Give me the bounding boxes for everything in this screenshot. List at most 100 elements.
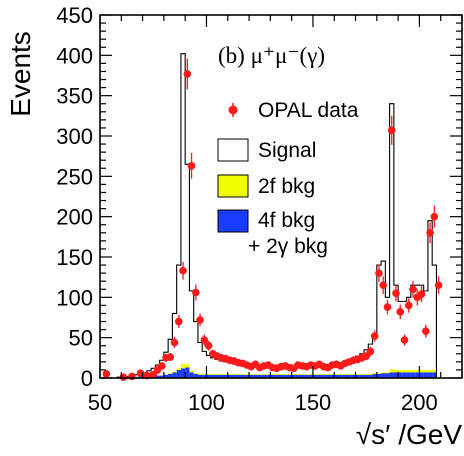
bkg-2f-bar: [253, 373, 258, 375]
data-point: [187, 162, 196, 170]
bkg-4f-bar: [321, 374, 326, 378]
bkg-4f-bar: [342, 374, 348, 378]
bkg-2f-bar: [329, 373, 335, 375]
y-axis-title: Events: [5, 31, 36, 117]
y-tick-label: 0: [81, 366, 93, 391]
bkg-2f-bar: [381, 372, 386, 374]
bkg-4f-bar: [295, 374, 301, 378]
bkg-2f-bar: [206, 373, 211, 375]
bkg-2f-bar: [227, 373, 233, 375]
y-tick-label: 250: [56, 164, 93, 189]
y-tick-label: 450: [56, 3, 93, 28]
bkg-2f-bar: [419, 369, 424, 373]
bkg-2f-bar: [321, 373, 326, 375]
bkg-2f-bar: [338, 373, 343, 375]
data-point: [430, 212, 439, 221]
bkg-2f-bar: [168, 373, 173, 374]
bkg-2f-bar: [415, 369, 420, 373]
data-point: [196, 316, 204, 324]
bkg-2f-bar: [312, 373, 318, 375]
bkg-2f-bar: [223, 373, 228, 375]
data-point: [375, 269, 383, 277]
y-tick-label: 350: [56, 84, 93, 109]
bkg-4f-bar: [351, 374, 356, 378]
bkg-2f-bar: [287, 373, 292, 375]
data-point: [183, 70, 192, 78]
bkg-4f-bar: [210, 374, 215, 378]
bkg-4f-bar: [249, 374, 254, 378]
plot-frame: [99, 14, 463, 379]
bkg-2f-bar: [368, 373, 373, 375]
bkg-2f-bar: [372, 373, 377, 374]
bkg-2f-bar: [176, 368, 181, 370]
bkg-4f-bar: [159, 375, 164, 378]
bkg-4f-bar: [300, 374, 305, 378]
bkg-4f-bar: [419, 372, 424, 378]
bkg-2f-bar: [402, 369, 407, 373]
bkg-2f-bar: [325, 373, 330, 375]
bkg-2f-bar: [355, 373, 360, 375]
legend-label-4f-line2: + 2γ bkg: [248, 235, 328, 258]
bkg-4f-bar: [402, 372, 407, 378]
bkg-2f-bar: [359, 373, 365, 375]
bkg-4f-bar: [406, 372, 411, 378]
bkg-2f-bar: [189, 370, 194, 373]
y-tick-label: 300: [56, 124, 93, 149]
bkg-2f-bar: [257, 373, 262, 375]
bkg-4f-bar: [423, 372, 428, 378]
bkg-4f-bar: [385, 373, 390, 378]
x-tick-label: 50: [88, 390, 112, 415]
bkg-2f-bar: [244, 373, 250, 375]
bkg-2f-bar: [236, 373, 241, 375]
bkg-2f-bar: [210, 373, 215, 375]
bkg-2f-bar: [393, 369, 399, 373]
bkg-2f-bar: [410, 369, 416, 373]
legend: OPAL data Signal 2f bkg 4f bkg + 2γ bkg: [217, 99, 359, 258]
bkg-4f-bar: [266, 374, 271, 378]
bkg-4f-bar: [270, 374, 275, 378]
bkg-4f-bar: [410, 372, 416, 378]
bkg-4f-bar: [376, 373, 382, 378]
bkg-4f-bar: [232, 374, 237, 378]
bkg-2f-bar: [406, 369, 411, 373]
data-point: [179, 266, 187, 275]
y-tick-label: 200: [56, 205, 93, 230]
x-tick-label: 150: [295, 390, 332, 415]
bkg-4f-bar: [368, 374, 373, 378]
bkg-4f-bar: [427, 372, 433, 378]
bkg-4f-bar: [278, 374, 284, 378]
bkg-2f-bar: [291, 373, 296, 375]
bkg-2f-bar: [283, 373, 288, 375]
bkg-4f-bar: [393, 372, 399, 378]
bkg-4f-bar: [364, 374, 369, 378]
bkg-2f-bar: [270, 373, 275, 375]
legend-4f-swatch: [217, 209, 249, 233]
data-point: [370, 332, 379, 340]
bkg-4f-bar: [253, 374, 258, 378]
data-point: [366, 347, 375, 356]
bkg-4f-bar: [308, 374, 313, 378]
legend-label-2f: 2f bkg: [258, 175, 315, 198]
bkg-4f-bar: [206, 374, 211, 378]
bkg-4f-bar: [176, 369, 181, 378]
bkg-4f-bar: [381, 373, 386, 378]
data-point: [392, 289, 400, 298]
bkg-2f-bar: [347, 373, 352, 375]
bkg-4f-bar: [240, 374, 245, 378]
bkg-2f-bar: [308, 373, 313, 375]
bkg-4f-bar: [180, 368, 186, 378]
bkg-4f-bar: [283, 374, 288, 378]
bkg-2f-bar: [304, 373, 309, 375]
bkg-4f-bar: [163, 374, 169, 378]
bkg-4f-bar: [274, 374, 279, 378]
bkg-4f-2g-fill-group: [121, 367, 437, 378]
bkg-2f-bar: [389, 369, 394, 373]
bkg-4f-bar: [355, 374, 360, 378]
bkg-4f-bar: [257, 374, 262, 378]
bkg-2f-bar: [185, 364, 190, 368]
bkg-2f-bar: [398, 369, 403, 373]
bkg-2f-bar: [385, 372, 390, 374]
legend-label-4f: 4f bkg: [258, 209, 315, 232]
bkg-4f-bar: [347, 374, 352, 378]
